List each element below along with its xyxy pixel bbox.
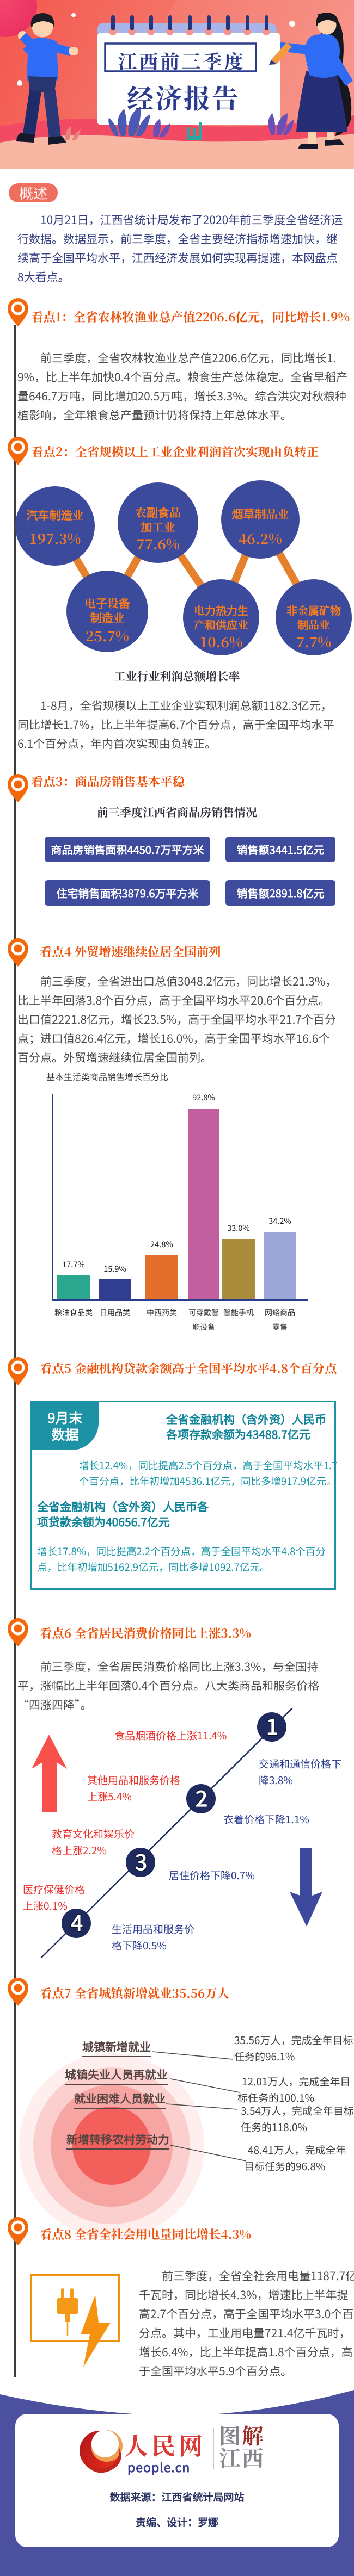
svg-text:25.7%: 25.7% [86, 626, 129, 646]
svg-text:粮油食品类: 粮油食品类 [54, 1307, 93, 1318]
svg-text:46.2%: 46.2% [239, 528, 282, 548]
svg-text:1: 1 [266, 1710, 278, 1741]
svg-text:烟草制品业: 烟草制品业 [232, 506, 289, 522]
svg-text:17.7%: 17.7% [62, 1259, 85, 1270]
svg-text:10.6%: 10.6% [199, 631, 243, 652]
svg-text:电子设备: 电子设备 [84, 595, 131, 611]
svg-text:77.6%: 77.6% [136, 534, 180, 554]
svg-text:92.8%: 92.8% [192, 1092, 215, 1103]
svg-text:24.8%: 24.8% [150, 1239, 173, 1250]
svg-text:2: 2 [196, 1781, 207, 1813]
svg-text:能设备: 能设备 [192, 1322, 215, 1333]
svg-text:产和供应业: 产和供应业 [194, 616, 248, 632]
svg-text:制造业: 制造业 [90, 610, 125, 626]
svg-text:4: 4 [71, 1906, 83, 1937]
svg-text:7.7%: 7.7% [296, 631, 331, 652]
svg-text:农副食品: 农副食品 [135, 504, 181, 521]
svg-text:197.3%: 197.3% [29, 528, 81, 548]
svg-text:汽车制造业: 汽车制造业 [27, 507, 84, 523]
svg-text:制品业: 制品业 [297, 616, 330, 632]
svg-text:15.9%: 15.9% [103, 1263, 126, 1274]
svg-text:34.2%: 34.2% [268, 1215, 291, 1227]
svg-text:零售: 零售 [272, 1322, 288, 1333]
svg-text:3: 3 [135, 1845, 147, 1877]
svg-text:33.0%: 33.0% [227, 1222, 250, 1234]
svg-text:可穿戴智: 可穿戴智 [188, 1307, 219, 1318]
svg-text:电力热力生: 电力热力生 [194, 602, 248, 618]
svg-text:中西药类: 中西药类 [147, 1307, 177, 1318]
svg-text:智能手机: 智能手机 [223, 1307, 254, 1318]
svg-text:加工业: 加工业 [141, 519, 175, 535]
svg-text:网络商品: 网络商品 [265, 1307, 295, 1318]
svg-text:非金属矿物: 非金属矿物 [286, 602, 341, 618]
svg-text:日用品类: 日用品类 [100, 1307, 130, 1318]
